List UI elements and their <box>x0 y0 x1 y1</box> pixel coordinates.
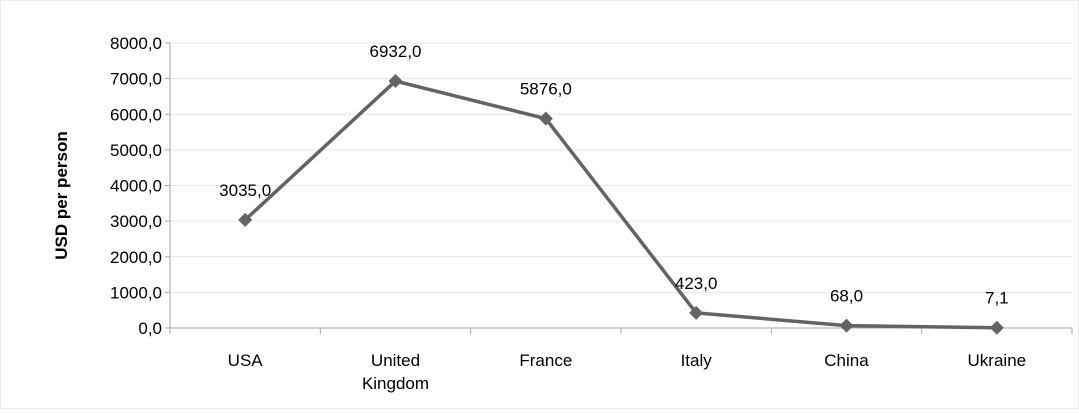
x-axis-ticks: USA United Kingdom France Italy China Ukraine <box>169 328 1073 393</box>
y-axis-title: USD per person <box>52 131 71 259</box>
y-tick-label: 5000,0 <box>110 141 162 160</box>
data-label: 7,1 <box>985 289 1009 308</box>
data-label: 5876,0 <box>520 80 572 99</box>
data-label: 3035,0 <box>219 181 271 200</box>
data-point-marker <box>689 305 704 320</box>
data-labels: 3035,0 6932,0 5876,0 423,0 68,0 7,1 <box>219 42 1008 308</box>
data-point-marker <box>989 320 1004 335</box>
data-point-marker <box>388 74 403 89</box>
x-tick-label: USA <box>228 351 264 370</box>
x-tick-label: China <box>824 351 869 370</box>
y-tick-label: 6000,0 <box>110 105 162 124</box>
y-tick-label: 4000,0 <box>110 177 162 196</box>
y-tick-label: 0,0 <box>138 319 162 338</box>
data-point-marker <box>238 212 253 227</box>
x-tick-label: Italy <box>681 351 713 370</box>
data-label: 68,0 <box>830 287 863 306</box>
x-tick-label: United Kingdom <box>362 351 429 393</box>
data-point-marker <box>839 318 854 333</box>
y-tick-label: 3000,0 <box>110 212 162 231</box>
x-tick-label: France <box>519 351 572 370</box>
x-tick-label: Ukraine <box>968 351 1027 370</box>
series-line <box>243 79 997 330</box>
y-tick-label: 7000,0 <box>110 70 162 89</box>
data-label: 423,0 <box>675 274 718 293</box>
y-axis-ticks: 0,0 1000,0 2000,0 3000,0 4000,0 5000,0 6000,0 7… <box>110 34 170 338</box>
data-label: 6932,0 <box>370 42 422 61</box>
data-point-marker <box>538 111 553 126</box>
y-tick-label: 8000,0 <box>110 34 162 53</box>
y-tick-label: 1000,0 <box>110 283 162 302</box>
series-group <box>238 74 1004 335</box>
y-tick-label: 2000,0 <box>110 248 162 267</box>
gridlines <box>170 42 1072 293</box>
